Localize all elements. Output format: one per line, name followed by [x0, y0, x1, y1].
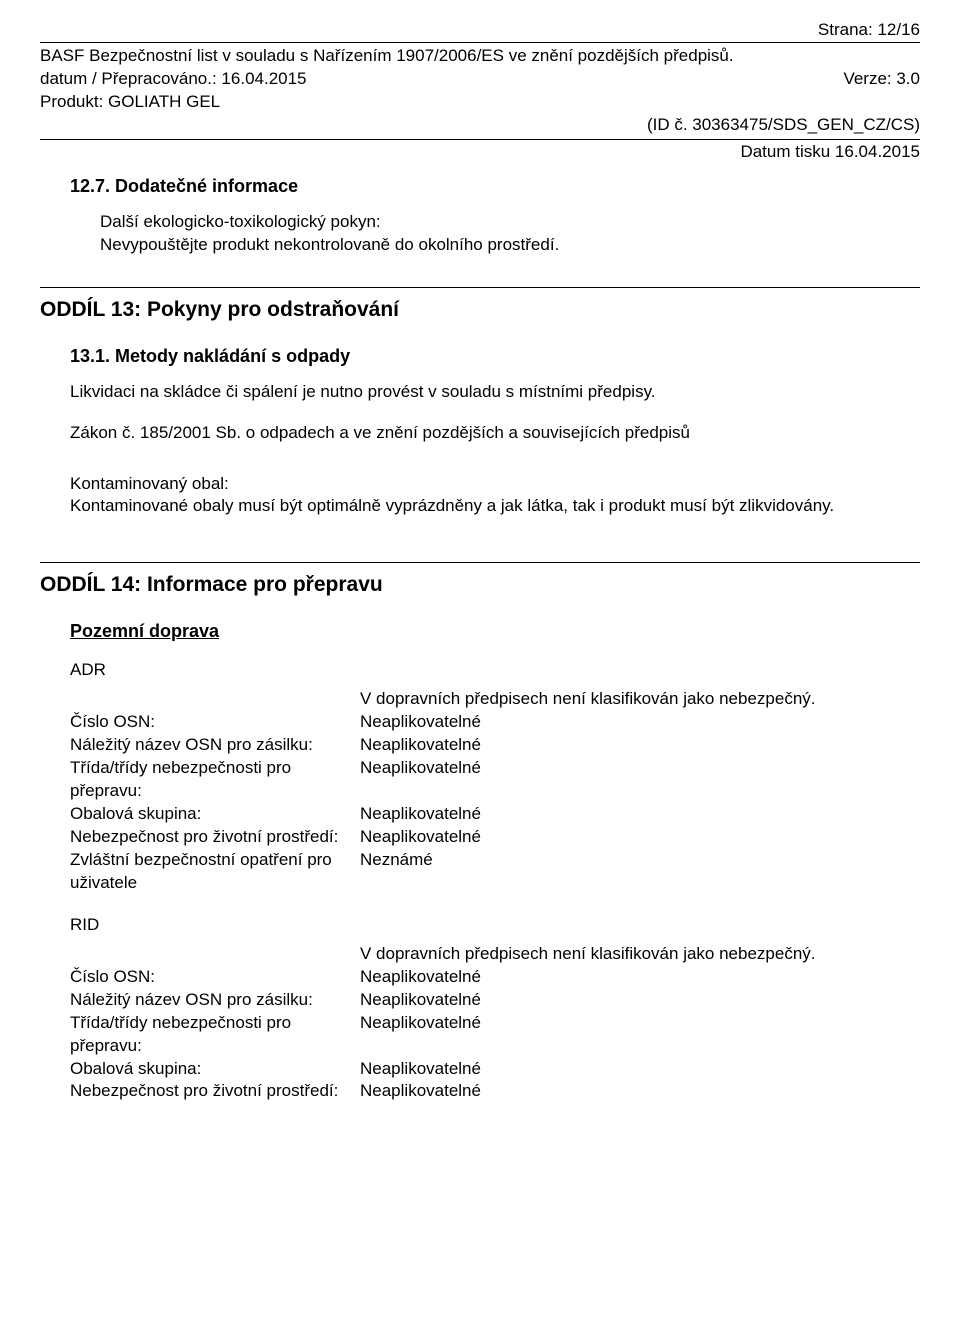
- adr-classification-note-row: V dopravních předpisech není klasifiková…: [70, 688, 920, 711]
- adr-packing-group-value: Neaplikovatelné: [360, 803, 920, 826]
- rid-un-name-value: Neaplikovatelné: [360, 989, 920, 1012]
- disposal-para-2: Zákon č. 185/2001 Sb. o odpadech a ve zn…: [70, 422, 920, 445]
- adr-un-number-label: Číslo OSN:: [70, 711, 360, 734]
- adr-un-name-row: Náležitý název OSN pro zásilku: Neapliko…: [70, 734, 920, 757]
- header-date-version-row: datum / Přepracováno.: 16.04.2015 Verze:…: [40, 68, 920, 91]
- page-number: Strana: 12/16: [40, 20, 920, 40]
- eco-tox-text: Nevypouštějte produkt nekontrolovaně do …: [100, 234, 920, 257]
- rid-hazard-class-value: Neaplikovatelné: [360, 1012, 920, 1058]
- rid-packing-group-row: Obalová skupina: Neaplikovatelné: [70, 1058, 920, 1081]
- adr-un-number-value: Neaplikovatelné: [360, 711, 920, 734]
- rid-un-name-row: Náležitý název OSN pro zásilku: Neapliko…: [70, 989, 920, 1012]
- adr-table: V dopravních předpisech není klasifiková…: [70, 688, 920, 894]
- rid-un-number-label: Číslo OSN:: [70, 966, 360, 989]
- header-regulation-line: BASF Bezpečnostní list v souladu s Naříz…: [40, 45, 920, 68]
- rid-env-hazard-label: Nebezpečnost pro životní prostředí:: [70, 1080, 360, 1103]
- header-product-name: Produkt: GOLIATH GEL: [40, 91, 920, 114]
- adr-packing-group-row: Obalová skupina: Neaplikovatelné: [70, 803, 920, 826]
- adr-un-number-row: Číslo OSN: Neaplikovatelné: [70, 711, 920, 734]
- header-print-date: Datum tisku 16.04.2015: [40, 142, 920, 162]
- rid-classification-note: V dopravních předpisech není klasifiková…: [360, 943, 920, 966]
- section-12-7-body: Další ekologicko-toxikologický pokyn: Ne…: [100, 211, 920, 257]
- rid-un-name-label: Náležitý název OSN pro zásilku:: [70, 989, 360, 1012]
- rid-packing-group-label: Obalová skupina:: [70, 1058, 360, 1081]
- header-version: Verze: 3.0: [843, 68, 920, 91]
- ground-transport-heading: Pozemní doprava: [70, 621, 920, 642]
- header-rule-bottom: [40, 139, 920, 140]
- contaminated-packaging-label: Kontaminovaný obal:: [70, 473, 920, 496]
- rid-label: RID: [70, 915, 920, 935]
- adr-hazard-class-row: Třída/třídy nebezpečnosti pro přepravu: …: [70, 757, 920, 803]
- adr-env-hazard-row: Nebezpečnost pro životní prostředí: Neap…: [70, 826, 920, 849]
- rid-un-number-value: Neaplikovatelné: [360, 966, 920, 989]
- section-13-1-heading: 13.1. Metody nakládání s odpady: [70, 346, 920, 367]
- document-header: BASF Bezpečnostní list v souladu s Naříz…: [40, 45, 920, 137]
- adr-env-hazard-label: Nebezpečnost pro životní prostředí:: [70, 826, 360, 849]
- rid-un-number-row: Číslo OSN: Neaplikovatelné: [70, 966, 920, 989]
- rid-table: V dopravních předpisech není klasifiková…: [70, 943, 920, 1104]
- sds-page: Strana: 12/16 BASF Bezpečnostní list v s…: [0, 0, 960, 1143]
- rid-hazard-class-label: Třída/třídy nebezpečnosti pro přepravu:: [70, 1012, 360, 1058]
- adr-hazard-class-value: Neaplikovatelné: [360, 757, 920, 803]
- adr-special-precautions-value: Neznámé: [360, 849, 920, 895]
- section-14-title: ODDÍL 14: Informace pro přepravu: [40, 573, 920, 597]
- adr-un-name-value: Neaplikovatelné: [360, 734, 920, 757]
- adr-special-precautions-row: Zvláštní bezpečnostní opatření pro uživa…: [70, 849, 920, 895]
- section-13-rule: [40, 287, 920, 288]
- rid-classification-note-row: V dopravních předpisech není klasifiková…: [70, 943, 920, 966]
- rid-env-hazard-value: Neaplikovatelné: [360, 1080, 920, 1103]
- rid-env-hazard-row: Nebezpečnost pro životní prostředí: Neap…: [70, 1080, 920, 1103]
- header-revision-date: datum / Přepracováno.: 16.04.2015: [40, 68, 307, 91]
- section-13-body: Likvidaci na skládce či spálení je nutno…: [70, 381, 920, 519]
- adr-hazard-class-label: Třída/třídy nebezpečnosti pro přepravu:: [70, 757, 360, 803]
- header-rule-top: [40, 42, 920, 43]
- section-14-rule: [40, 562, 920, 563]
- adr-special-precautions-label: Zvláštní bezpečnostní opatření pro uživa…: [70, 849, 360, 895]
- disposal-para-1: Likvidaci na skládce či spálení je nutno…: [70, 381, 920, 404]
- section-12-7-heading: 12.7. Dodatečné informace: [70, 176, 920, 197]
- contaminated-packaging-text: Kontaminované obaly musí být optimálně v…: [70, 495, 920, 518]
- adr-un-name-label: Náležitý název OSN pro zásilku:: [70, 734, 360, 757]
- adr-classification-note: V dopravních předpisech není klasifiková…: [360, 688, 920, 711]
- adr-packing-group-label: Obalová skupina:: [70, 803, 360, 826]
- rid-hazard-class-row: Třída/třídy nebezpečnosti pro přepravu: …: [70, 1012, 920, 1058]
- adr-env-hazard-value: Neaplikovatelné: [360, 826, 920, 849]
- rid-packing-group-value: Neaplikovatelné: [360, 1058, 920, 1081]
- header-id-number: (ID č. 30363475/SDS_GEN_CZ/CS): [40, 114, 920, 137]
- section-13-title: ODDÍL 13: Pokyny pro odstraňování: [40, 298, 920, 322]
- eco-tox-label: Další ekologicko-toxikologický pokyn:: [100, 211, 920, 234]
- adr-label: ADR: [70, 660, 920, 680]
